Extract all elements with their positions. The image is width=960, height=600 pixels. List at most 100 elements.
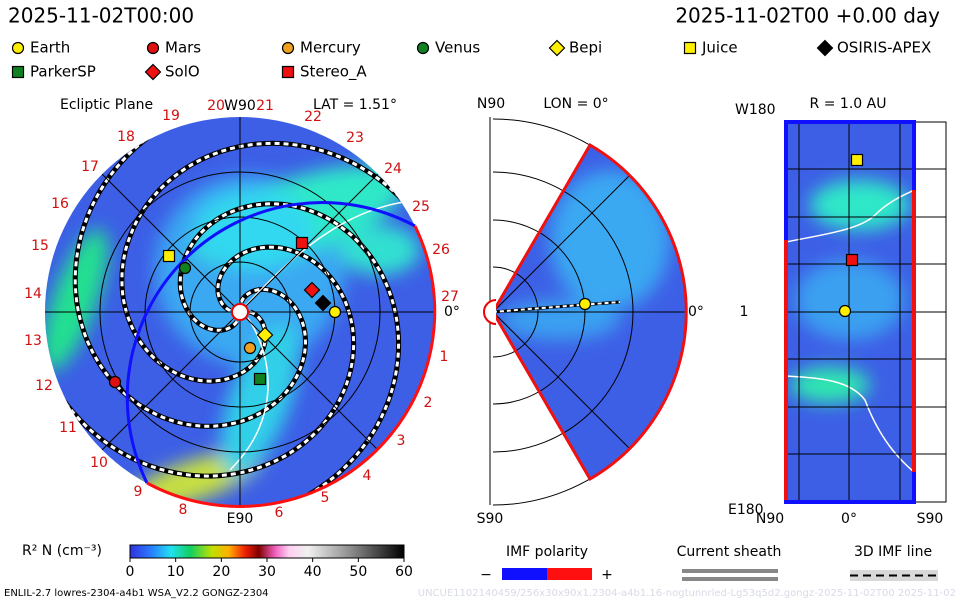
body-marker bbox=[816, 39, 834, 57]
footer-right: UNCUE1102140459/256x30x90x1.2304-a4b1.16… bbox=[418, 588, 956, 599]
hour-label: 6 bbox=[275, 505, 284, 521]
hour-label: 13 bbox=[24, 333, 42, 349]
radial-x-label: N90 bbox=[756, 511, 784, 527]
body-marker bbox=[146, 41, 160, 55]
imf-spiral bbox=[120, 141, 435, 383]
hour-label: 2 bbox=[424, 395, 433, 411]
sector-boundary bbox=[231, 199, 431, 321]
ecliptic-title: Ecliptic Plane bbox=[60, 97, 153, 113]
legend-label: Juice bbox=[701, 39, 738, 57]
hour-label: 23 bbox=[346, 130, 364, 146]
imf-minus: − bbox=[480, 567, 492, 583]
colorbar-tick-label: 50 bbox=[349, 564, 367, 580]
imf-spiral bbox=[73, 117, 308, 428]
meridional-right: 0° bbox=[688, 304, 704, 320]
sheath-title: Current sheath bbox=[677, 544, 782, 560]
hour-label: 16 bbox=[51, 196, 69, 212]
body-marker bbox=[178, 261, 192, 275]
body-marker bbox=[295, 236, 309, 250]
imf-plus: + bbox=[601, 567, 613, 583]
footer-left: ENLIL-2.7 lowres-2304-a4b1 WSA_V2.2 GONG… bbox=[4, 588, 269, 599]
body-marker bbox=[281, 65, 295, 79]
body-marker bbox=[11, 41, 25, 55]
meridional-panel: N90 LON = 0° 0° S90 bbox=[477, 96, 704, 527]
colorbar-tick-label: 30 bbox=[258, 564, 276, 580]
imf-line-title: 3D IMF line bbox=[854, 544, 932, 560]
hour-label: 15 bbox=[31, 238, 49, 254]
hour-label: 5 bbox=[321, 490, 330, 506]
legend-label: Bepi bbox=[569, 39, 602, 57]
legend-label: Mars bbox=[165, 39, 201, 57]
colorbar-label: R² N (cm⁻³) bbox=[22, 543, 102, 559]
colorbar-tick-label: 40 bbox=[304, 564, 322, 580]
hour-label: 20 bbox=[207, 98, 225, 114]
ecliptic-right: 0° bbox=[444, 304, 460, 320]
time-left: 2025-11-02T00:00 bbox=[8, 4, 194, 28]
hour-label: 18 bbox=[117, 129, 135, 145]
density-field bbox=[45, 117, 435, 507]
legend-label: Stereo_A bbox=[300, 63, 367, 82]
hour-label: 21 bbox=[256, 98, 274, 114]
colorbar-tick-label: 10 bbox=[167, 564, 185, 580]
radial-x-label: S90 bbox=[917, 511, 944, 527]
hour-label: 22 bbox=[304, 109, 322, 125]
sun bbox=[231, 303, 249, 321]
hour-label: 19 bbox=[162, 108, 180, 124]
colorbar-tick-label: 60 bbox=[395, 564, 413, 580]
hour-label: 1 bbox=[440, 349, 449, 365]
body-marker bbox=[243, 341, 257, 355]
body-marker bbox=[314, 294, 332, 312]
body-marker bbox=[144, 63, 162, 81]
hour-label: 8 bbox=[179, 502, 188, 518]
colorbar bbox=[129, 544, 405, 559]
body-marker bbox=[683, 41, 697, 55]
imf-spiral bbox=[178, 202, 401, 507]
hour-label: 3 bbox=[397, 433, 406, 449]
sheath-line bbox=[682, 577, 778, 581]
ecliptic-bottom: E90 bbox=[227, 511, 254, 527]
radial-bottom: E180 bbox=[728, 502, 764, 518]
meridional-bottom: S90 bbox=[477, 511, 504, 527]
meridional-title: LON = 0° bbox=[543, 96, 608, 112]
body-marker bbox=[548, 39, 566, 57]
hour-label: 11 bbox=[59, 420, 77, 436]
hour-label: 24 bbox=[384, 161, 402, 177]
imf-title: IMF polarity bbox=[506, 544, 588, 560]
hour-label: 10 bbox=[90, 455, 108, 471]
legend-label: Mercury bbox=[300, 39, 361, 57]
body-marker bbox=[838, 304, 852, 318]
body-marker bbox=[108, 375, 122, 389]
radial-panel: W180 R = 1.0 AU 1 E180 N90 0° S90 bbox=[728, 96, 947, 527]
body-marker bbox=[162, 249, 176, 263]
body-marker bbox=[845, 253, 859, 267]
hour-label: 14 bbox=[24, 286, 42, 302]
hour-label: 12 bbox=[35, 378, 53, 394]
imf-negative bbox=[502, 568, 547, 580]
colorbar-tick-label: 20 bbox=[212, 564, 230, 580]
colorbar-tick-label: 0 bbox=[126, 564, 135, 580]
body-marker bbox=[303, 281, 321, 299]
radial-middle: 1 bbox=[740, 304, 749, 320]
hour-label: 25 bbox=[412, 199, 430, 215]
body-marker bbox=[850, 153, 864, 167]
body-marker bbox=[416, 41, 430, 55]
sheath-line bbox=[682, 569, 778, 573]
hour-label: 27 bbox=[441, 289, 459, 305]
hour-label: 17 bbox=[81, 159, 99, 175]
meridional-top: N90 bbox=[477, 96, 505, 112]
legend-label: Earth bbox=[30, 39, 70, 57]
legend-label: OSIRIS-APEX bbox=[837, 39, 931, 57]
ecliptic-lat: LAT = 1.51° bbox=[313, 97, 397, 113]
legend-label: ParkerSP bbox=[30, 63, 96, 81]
ecliptic-top: W90 bbox=[224, 98, 256, 114]
imf-positive bbox=[547, 568, 592, 580]
hour-label: 9 bbox=[134, 484, 143, 500]
hour-label: 4 bbox=[363, 468, 372, 484]
time-right: 2025-11-02T00 +0.00 day bbox=[675, 4, 940, 28]
legend: Earth Mars Mercury Venus Bepi Juice OSIRIS-APE… bbox=[11, 39, 931, 82]
body-marker bbox=[256, 326, 274, 344]
ecliptic-panel: Ecliptic Plane LAT = 1.51° W90 E90 0° 12… bbox=[24, 97, 460, 527]
body-marker bbox=[578, 297, 592, 311]
